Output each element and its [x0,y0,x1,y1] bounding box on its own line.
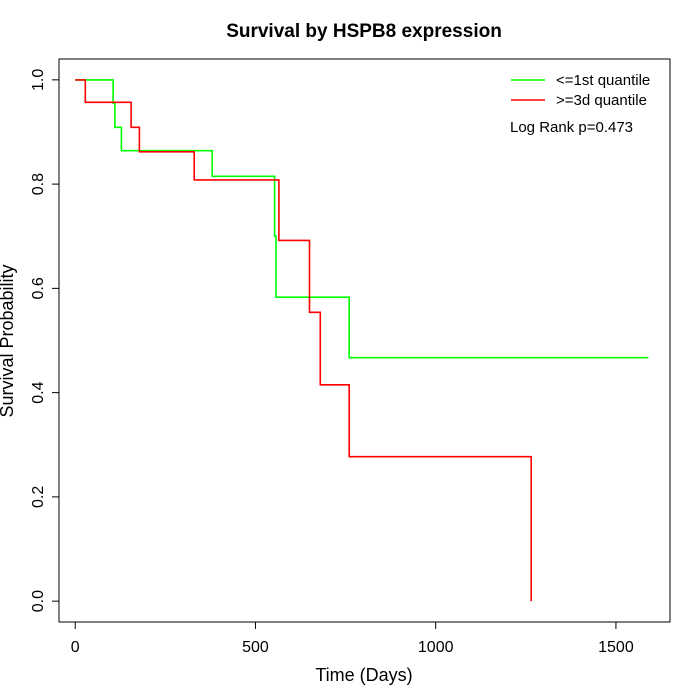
x-tick-label: 1500 [598,639,634,656]
x-tick-label: 0 [71,639,80,656]
series-line-low-quantile [75,79,649,359]
chart-title: Survival by HSPB8 expression [226,21,502,42]
y-axis-label: Survival Probability [0,264,17,417]
y-axis: 0.0 0.2 0.4 0.6 0.8 1.0 [30,69,60,612]
legend-label: >=3d quantile [556,92,647,109]
y-tick-label: 0.8 [30,173,47,195]
log-rank-annotation: Log Rank p=0.473 [510,119,633,136]
plot-area-frame [58,58,671,623]
series-layer [75,79,649,602]
y-tick-label: 0.2 [30,486,47,508]
series-line-high-quantile [75,79,533,602]
y-tick-label: 1.0 [30,69,47,91]
y-tick-label: 0.0 [30,590,47,612]
y-tick-label: 0.4 [30,381,47,403]
x-axis: 0 500 1000 1500 [71,621,634,656]
legend: <=1st quantile >=3d quantile [511,72,650,109]
x-axis-label: Time (Days) [315,665,412,685]
x-tick-label: 1000 [418,639,454,656]
x-tick-label: 500 [242,639,269,656]
legend-label: <=1st quantile [556,72,650,89]
y-tick-label: 0.6 [30,277,47,299]
